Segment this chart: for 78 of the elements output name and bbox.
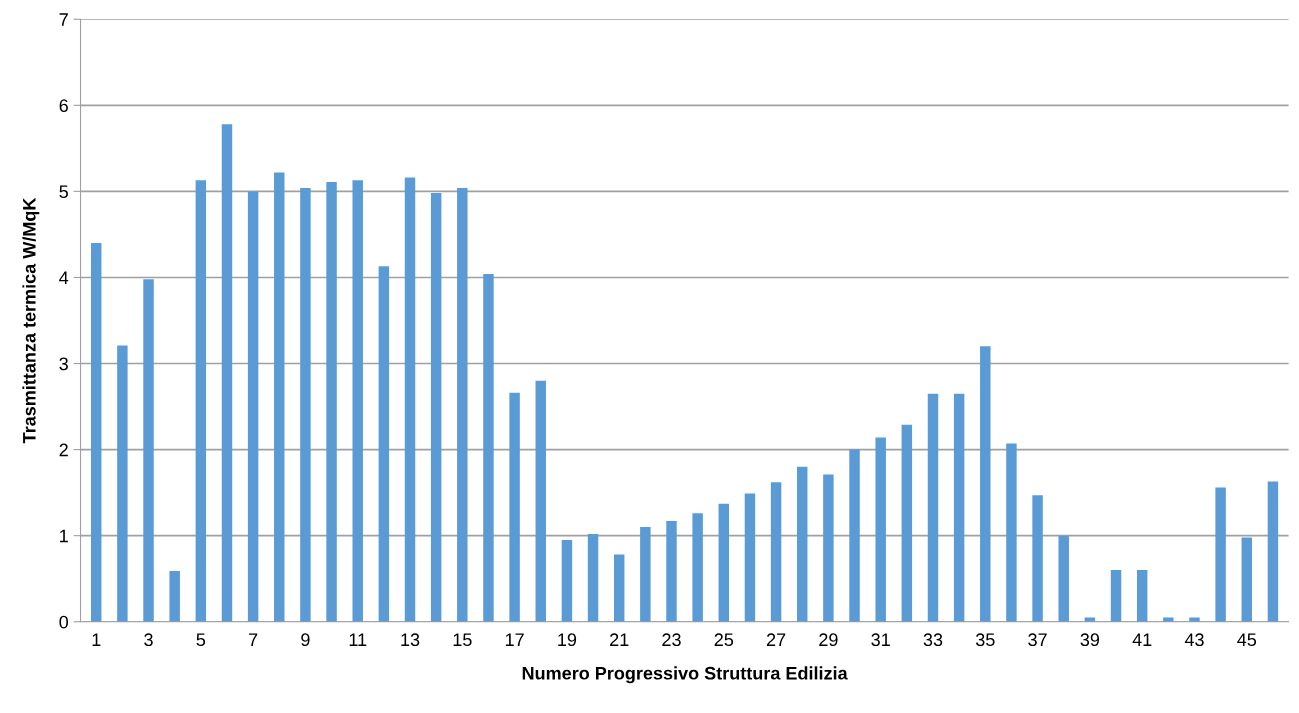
x-tick-label: 25 bbox=[714, 633, 734, 647]
bar bbox=[561, 539, 573, 622]
bar bbox=[613, 554, 625, 622]
bar bbox=[430, 193, 442, 622]
y-axis-title: Trasmittanza termica W/MqK bbox=[22, 197, 40, 444]
bar bbox=[143, 279, 154, 622]
bar bbox=[1215, 487, 1226, 622]
x-axis-title: Numero Progressivo Struttura Edilizia bbox=[522, 666, 848, 684]
x-tick-label: 31 bbox=[871, 633, 890, 647]
x-tick-label: 7 bbox=[249, 633, 258, 646]
bar bbox=[247, 191, 259, 622]
bar bbox=[901, 424, 913, 622]
bar bbox=[352, 180, 363, 622]
bar bbox=[91, 243, 102, 622]
bar bbox=[1267, 481, 1279, 622]
x-tick-label: 15 bbox=[453, 633, 472, 647]
bar bbox=[718, 503, 730, 622]
y-tick-label: 3 bbox=[59, 357, 68, 371]
bar bbox=[509, 392, 520, 622]
bar bbox=[221, 124, 233, 622]
bar bbox=[744, 493, 756, 622]
y-tick-label: 0 bbox=[59, 615, 69, 629]
bar bbox=[1110, 570, 1122, 622]
bar bbox=[1058, 535, 1069, 622]
bar bbox=[1006, 443, 1017, 622]
y-tick-label: 4 bbox=[59, 271, 69, 284]
bar bbox=[300, 187, 311, 622]
bar bbox=[927, 393, 939, 622]
x-tick-label: 9 bbox=[301, 633, 310, 647]
bar bbox=[875, 437, 886, 622]
bar bbox=[378, 266, 390, 622]
x-tick-label: 17 bbox=[505, 633, 524, 646]
bar bbox=[587, 533, 599, 622]
bar bbox=[953, 393, 965, 622]
x-tick-label: 23 bbox=[662, 633, 681, 647]
bar bbox=[274, 172, 285, 622]
bar bbox=[849, 449, 860, 622]
bar bbox=[195, 180, 207, 622]
y-tick-label: 1 bbox=[60, 529, 68, 543]
x-tick-label: 19 bbox=[558, 633, 577, 647]
bar bbox=[1241, 537, 1252, 622]
x-tick-label: 1 bbox=[92, 633, 101, 646]
bar bbox=[535, 380, 546, 622]
x-tick-label: 43 bbox=[1184, 633, 1204, 647]
x-tick-label: 13 bbox=[401, 633, 420, 647]
bar bbox=[770, 482, 782, 622]
bar bbox=[1032, 495, 1043, 622]
x-tick-label: 41 bbox=[1132, 633, 1152, 646]
x-tick-label: 5 bbox=[196, 633, 206, 647]
bar bbox=[483, 274, 494, 622]
bar bbox=[117, 345, 128, 622]
x-tick-label: 21 bbox=[610, 633, 629, 646]
x-tick-label: 33 bbox=[923, 633, 943, 647]
y-tick-label: 5 bbox=[59, 185, 68, 199]
bar bbox=[1189, 617, 1200, 622]
bar bbox=[326, 181, 337, 622]
x-tick-label: 3 bbox=[144, 633, 153, 647]
y-tick-label: 7 bbox=[59, 13, 68, 26]
y-tick-label: 2 bbox=[59, 443, 68, 457]
x-tick-label: 45 bbox=[1237, 633, 1257, 647]
bar bbox=[1163, 617, 1174, 622]
bar bbox=[1136, 570, 1148, 622]
x-tick-label: 27 bbox=[766, 633, 786, 646]
bar bbox=[980, 346, 991, 622]
bar bbox=[457, 187, 468, 622]
x-tick-label: 11 bbox=[349, 633, 367, 646]
bar bbox=[640, 527, 651, 622]
bar bbox=[666, 521, 677, 622]
bar bbox=[404, 177, 416, 622]
x-tick-label: 37 bbox=[1028, 633, 1047, 647]
y-tick-label: 6 bbox=[59, 99, 68, 113]
bar bbox=[797, 466, 808, 622]
bar bbox=[169, 570, 180, 622]
x-tick-label: 35 bbox=[975, 633, 995, 647]
x-tick-label: 29 bbox=[819, 633, 838, 647]
bar bbox=[692, 513, 703, 622]
bar bbox=[823, 474, 834, 622]
x-tick-label: 39 bbox=[1080, 633, 1100, 647]
